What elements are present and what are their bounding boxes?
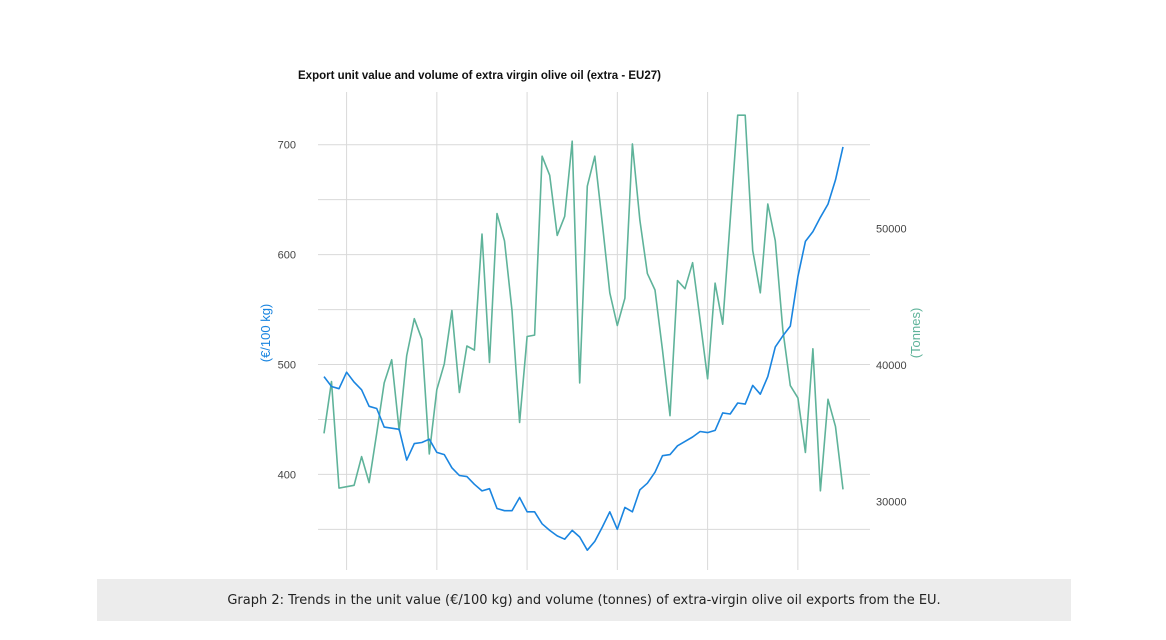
y-right-tick-label: 50000: [876, 224, 907, 236]
series-line-left: [323, 146, 844, 552]
y-left-tick-label: 600: [278, 250, 296, 262]
y-right-axis-label: (Tonnes): [908, 308, 923, 359]
y-left-tick-label: 500: [278, 360, 296, 372]
y-left-tick-label: 700: [278, 140, 296, 152]
caption: Graph 2: Trends in the unit value (€/100…: [97, 579, 1071, 621]
y-left-tick-label: 400: [278, 469, 296, 481]
chart-title: Export unit value and volume of extra vi…: [298, 70, 661, 82]
y-right-tick-label: 40000: [876, 360, 907, 372]
series-lines: [323, 114, 844, 552]
y-left-axis-label: (€/100 kg): [258, 304, 273, 363]
series-line-right: [323, 114, 844, 492]
tick-labels: 400 500 600 700 30000 40000 50000: [278, 140, 907, 509]
gridlines: [318, 92, 870, 570]
y-right-tick-label: 30000: [876, 497, 907, 509]
